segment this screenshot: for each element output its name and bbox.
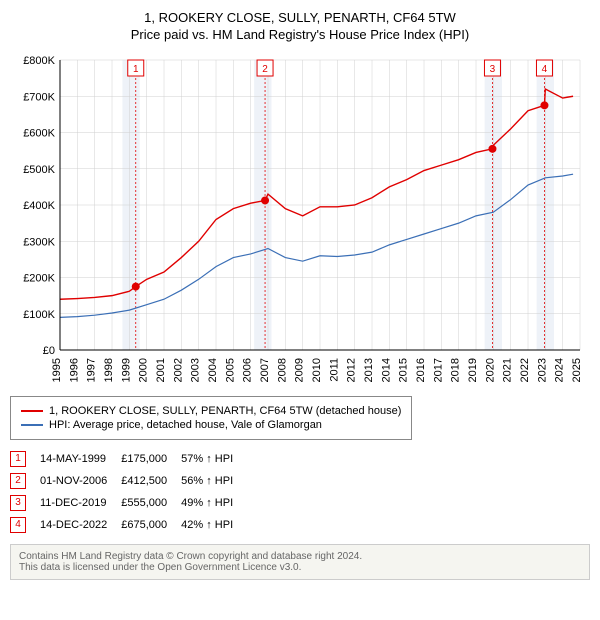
svg-text:2017: 2017 — [432, 358, 444, 382]
svg-text:2012: 2012 — [346, 358, 358, 382]
transaction-delta: 57% ↑ HPI — [181, 448, 247, 470]
transaction-price: £555,000 — [121, 492, 181, 514]
legend-box: 1, ROOKERY CLOSE, SULLY, PENARTH, CF64 5… — [10, 396, 412, 440]
title-subtitle: Price paid vs. HM Land Registry's House … — [10, 27, 590, 42]
svg-text:2024: 2024 — [554, 358, 566, 382]
transaction-date: 14-MAY-1999 — [40, 448, 121, 470]
transaction-price: £675,000 — [121, 514, 181, 536]
transactions-table: 1 14-MAY-1999£175,00057% ↑ HPI 2 01-NOV-200… — [10, 448, 247, 536]
svg-text:2007: 2007 — [259, 358, 271, 382]
transaction-delta: 42% ↑ HPI — [181, 514, 247, 536]
svg-text:2020: 2020 — [484, 358, 496, 382]
footer-line: Contains HM Land Registry data © Crown c… — [19, 551, 581, 562]
svg-text:£600K: £600K — [23, 128, 55, 140]
svg-text:2009: 2009 — [294, 358, 306, 382]
legend-row: 1, ROOKERY CLOSE, SULLY, PENARTH, CF64 5… — [21, 405, 401, 417]
svg-text:1998: 1998 — [103, 358, 115, 382]
transaction-price: £412,500 — [121, 470, 181, 492]
transaction-price: £175,000 — [121, 448, 181, 470]
svg-text:1999: 1999 — [120, 358, 132, 382]
svg-text:2004: 2004 — [207, 358, 219, 382]
transaction-row: 4 14-DEC-2022£675,00042% ↑ HPI — [10, 514, 247, 536]
footer-line: This data is licensed under the Open Gov… — [19, 562, 581, 573]
transaction-row: 1 14-MAY-1999£175,00057% ↑ HPI — [10, 448, 247, 470]
svg-text:£700K: £700K — [23, 91, 55, 103]
transaction-delta: 56% ↑ HPI — [181, 470, 247, 492]
svg-text:2025: 2025 — [571, 358, 583, 382]
svg-text:2005: 2005 — [224, 358, 236, 382]
svg-text:£400K: £400K — [23, 200, 55, 212]
transaction-row: 3 11-DEC-2019£555,00049% ↑ HPI — [10, 492, 247, 514]
svg-text:1996: 1996 — [68, 358, 80, 382]
svg-text:2010: 2010 — [311, 358, 323, 382]
svg-text:£800K: £800K — [23, 55, 55, 67]
svg-text:2000: 2000 — [138, 358, 150, 382]
svg-text:2003: 2003 — [190, 358, 202, 382]
svg-text:£300K: £300K — [23, 236, 55, 248]
transaction-marker: 4 — [10, 517, 26, 533]
price-chart: £0 £100K £200K £300K £400K £500K £600K £700K £80… — [10, 50, 590, 390]
svg-text:2015: 2015 — [398, 358, 410, 382]
legend-label: 1, ROOKERY CLOSE, SULLY, PENARTH, CF64 5… — [49, 405, 401, 417]
transaction-date: 01-NOV-2006 — [40, 470, 121, 492]
title-block: 1, ROOKERY CLOSE, SULLY, PENARTH, CF64 5… — [10, 10, 590, 42]
svg-text:2013: 2013 — [363, 358, 375, 382]
svg-text:2: 2 — [262, 64, 268, 75]
transaction-marker: 3 — [10, 495, 26, 511]
transaction-row: 2 01-NOV-2006£412,50056% ↑ HPI — [10, 470, 247, 492]
chart-container: £0 £100K £200K £300K £400K £500K £600K £700K £80… — [10, 50, 590, 390]
svg-text:1995: 1995 — [51, 358, 63, 382]
svg-text:2016: 2016 — [415, 358, 427, 382]
svg-text:2001: 2001 — [155, 358, 167, 382]
title-address: 1, ROOKERY CLOSE, SULLY, PENARTH, CF64 5… — [10, 10, 590, 25]
legend-label: HPI: Average price, detached house, Vale… — [49, 419, 322, 431]
svg-text:£100K: £100K — [23, 309, 55, 321]
svg-text:2021: 2021 — [502, 358, 514, 382]
svg-text:2002: 2002 — [172, 358, 184, 382]
transaction-delta: 49% ↑ HPI — [181, 492, 247, 514]
transaction-date: 14-DEC-2022 — [40, 514, 121, 536]
svg-text:2023: 2023 — [536, 358, 548, 382]
svg-text:1997: 1997 — [86, 358, 98, 382]
svg-text:£0: £0 — [43, 345, 55, 357]
svg-text:1: 1 — [133, 64, 139, 75]
svg-text:2008: 2008 — [276, 358, 288, 382]
svg-text:£200K: £200K — [23, 273, 55, 285]
svg-text:2022: 2022 — [519, 358, 531, 382]
transaction-marker: 2 — [10, 473, 26, 489]
svg-text:2006: 2006 — [242, 358, 254, 382]
footer-attribution: Contains HM Land Registry data © Crown c… — [10, 544, 590, 580]
transaction-date: 11-DEC-2019 — [40, 492, 121, 514]
legend-swatch — [21, 424, 43, 426]
svg-text:2019: 2019 — [467, 358, 479, 382]
svg-text:3: 3 — [490, 64, 496, 75]
transaction-marker: 1 — [10, 451, 26, 467]
svg-text:2011: 2011 — [328, 358, 340, 382]
legend-row: HPI: Average price, detached house, Vale… — [21, 419, 401, 431]
svg-text:2018: 2018 — [450, 358, 462, 382]
legend-swatch — [21, 410, 43, 412]
svg-text:2014: 2014 — [380, 358, 392, 382]
svg-text:£500K: £500K — [23, 164, 55, 176]
svg-text:4: 4 — [542, 64, 548, 75]
